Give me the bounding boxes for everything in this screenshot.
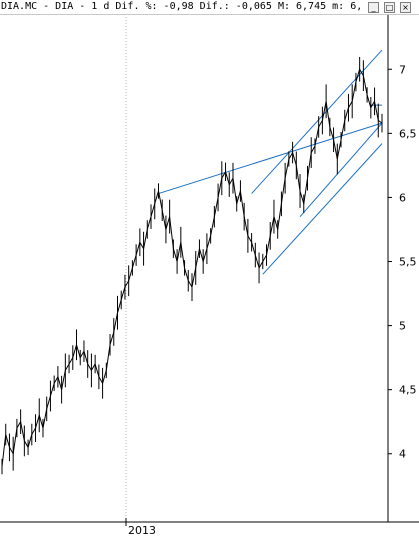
close-button[interactable]: ×	[400, 2, 411, 13]
trendline	[251, 49, 383, 194]
price-line	[1, 68, 383, 467]
restore-button[interactable]: □	[384, 2, 395, 13]
x-date-label: 2013	[128, 524, 156, 536]
minimize-button[interactable]: _	[368, 2, 379, 13]
chart-title-bar: DIA.MC - DIA - 1 d Dif. %: -0,98 Dif.: -…	[0, 0, 419, 15]
trendline	[262, 143, 383, 275]
y-tick-label: 5	[399, 320, 406, 333]
y-tick-label: 5,5	[399, 256, 417, 269]
trendline	[158, 122, 383, 195]
y-tick-label: 4,5	[399, 384, 417, 397]
trendlines	[158, 49, 383, 275]
chart-title: DIA.MC - DIA - 1 d Dif. %: -0,98 Dif.: -…	[1, 1, 363, 12]
price-series	[1, 56, 383, 475]
trendline	[299, 122, 383, 217]
y-tick-label: 7	[399, 63, 406, 76]
y-axis: 7 6,5 6 5,5 5 4,5 4	[387, 14, 417, 522]
plot-area	[0, 14, 419, 522]
y-tick-label: 4	[399, 448, 406, 461]
y-tick-label: 6,5	[399, 127, 417, 140]
x-axis: 2013	[0, 518, 419, 536]
y-tick-label: 6	[399, 191, 406, 204]
